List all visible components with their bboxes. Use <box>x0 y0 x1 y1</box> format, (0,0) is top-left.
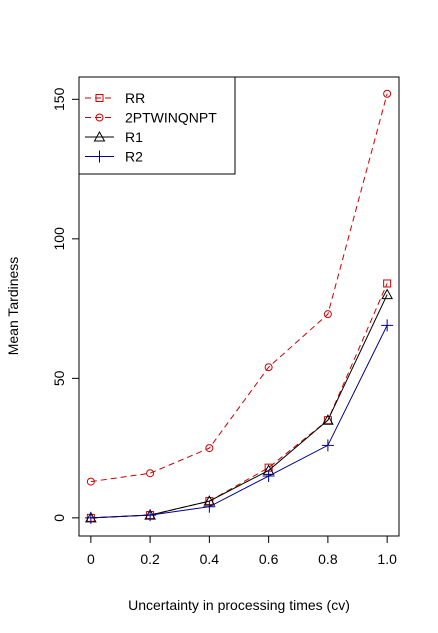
legend-item: 2PTWINQNPT <box>85 110 217 126</box>
data-point <box>383 89 392 98</box>
series-line <box>90 93 388 483</box>
y-tick-label: 150 <box>51 87 67 111</box>
y-tick-label: 100 <box>51 227 67 251</box>
legend-marker <box>95 94 104 102</box>
data-point <box>381 288 393 300</box>
data-point <box>323 310 332 319</box>
legend-label: RR <box>125 90 145 106</box>
data-point <box>205 444 214 453</box>
data-point <box>84 511 97 524</box>
x-tick-label: 0.2 <box>140 551 160 567</box>
data-point <box>322 414 334 425</box>
y-axis-label: Mean Tardiness <box>5 257 21 356</box>
x-tick-label: 0.6 <box>259 551 279 567</box>
legend-label: R1 <box>125 129 143 145</box>
series-r2 <box>84 319 394 524</box>
data-point <box>146 469 155 478</box>
series-rr <box>86 279 392 522</box>
legend-item: R1 <box>85 129 143 145</box>
data-point <box>144 509 157 522</box>
legend-item: RR <box>85 90 145 106</box>
legend-box <box>78 76 236 175</box>
x-tick-label: 0.8 <box>318 551 338 567</box>
y-axis: 0 50 100 150 <box>51 87 80 522</box>
data-point <box>264 363 273 372</box>
series-line <box>90 283 388 519</box>
x-tick-label: 0.4 <box>200 551 220 567</box>
y-tick-label: 50 <box>51 370 67 386</box>
series-layer <box>84 89 394 524</box>
y-tick-label: 0 <box>51 514 67 522</box>
x-tick-label: 0 <box>87 551 95 567</box>
data-point <box>321 439 334 452</box>
legend-label: 2PTWINQNPT <box>125 110 217 126</box>
data-point <box>383 279 392 288</box>
legend-marker <box>95 113 104 122</box>
x-tick-label: 1.0 <box>377 551 397 567</box>
data-point <box>203 500 216 513</box>
data-point <box>86 477 95 486</box>
legend-marker <box>93 150 106 163</box>
x-axis-label: Uncertainty in processing times (cv) <box>128 597 350 613</box>
series-2ptwinqnpt <box>86 89 392 486</box>
legend-item: R2 <box>85 149 143 165</box>
legend-label: R2 <box>125 149 143 165</box>
legend-marker <box>93 130 106 142</box>
data-point <box>262 470 275 483</box>
data-point <box>381 319 394 332</box>
legend: RR 2PTWINQNPT R1 R2 <box>78 76 236 175</box>
series-line <box>90 325 388 519</box>
x-axis: 0 0.2 0.4 0.6 0.8 1.0 <box>87 535 397 567</box>
series-r1 <box>85 288 393 523</box>
